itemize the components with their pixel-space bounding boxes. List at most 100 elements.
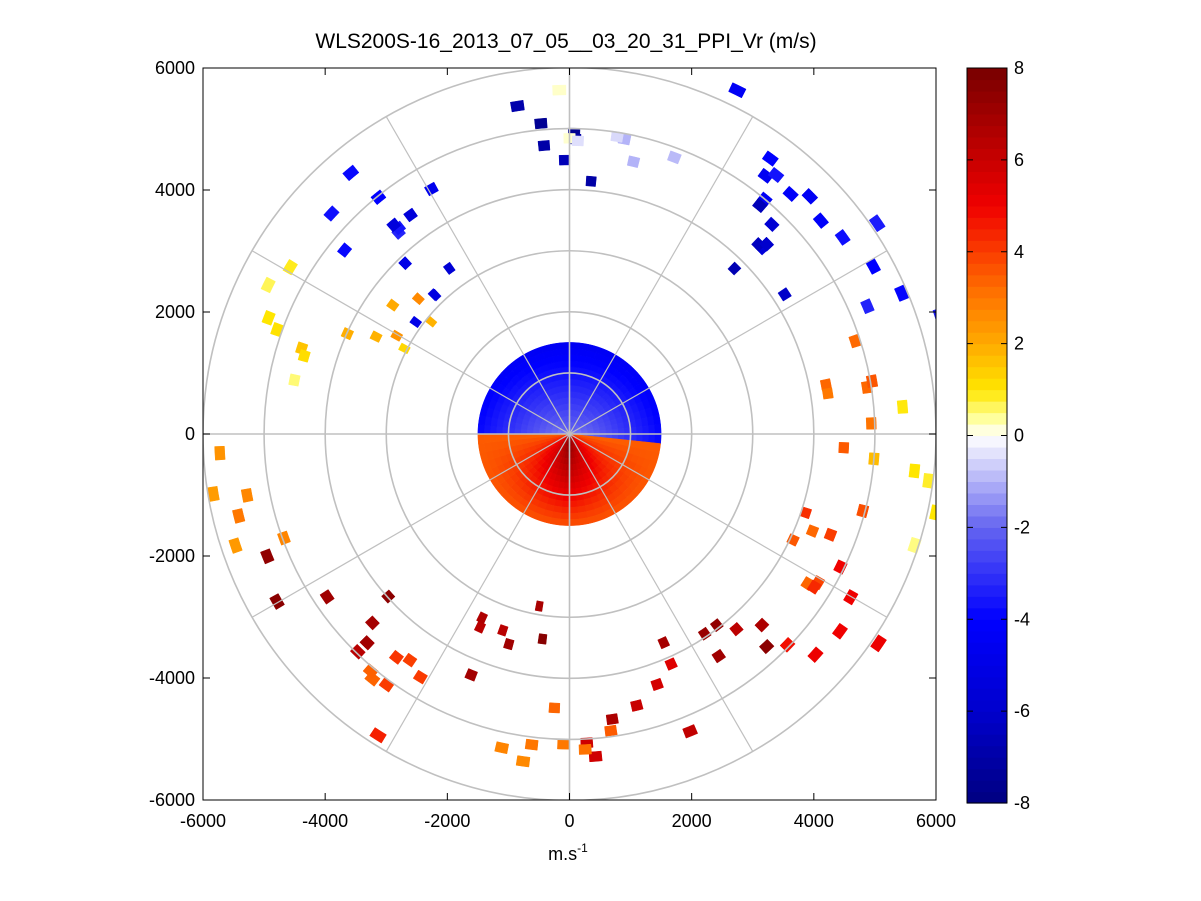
colorbar-band: [967, 561, 1007, 574]
far-field-gate: [515, 755, 531, 768]
far-field-gate: [557, 738, 570, 750]
near-field-gate: [478, 442, 487, 454]
far-field-gate: [548, 702, 561, 714]
colorbar-band: [967, 688, 1007, 701]
far-field-gate: [865, 417, 877, 430]
far-field-gate: [728, 82, 747, 99]
near-field-gate: [550, 517, 561, 526]
colorbar-band: [967, 389, 1007, 402]
far-field-gate: [865, 374, 879, 389]
colorbar-band: [967, 343, 1007, 356]
near-field-gate: [477, 424, 485, 435]
near-field-gate: [569, 360, 578, 368]
near-field-gate: [495, 426, 503, 435]
far-field-gate: [534, 600, 544, 612]
colorbar-tick-label: -6: [1014, 701, 1030, 721]
near-field-gate: [483, 433, 491, 444]
far-field-gate: [558, 154, 571, 166]
far-field-gate: [386, 298, 400, 312]
near-field-gate: [569, 506, 579, 514]
colorbar-band: [967, 469, 1007, 483]
near-field-gate: [559, 342, 570, 350]
far-field-gate: [697, 626, 712, 641]
colorbar-band: [967, 538, 1007, 551]
colorbar-band: [967, 297, 1007, 310]
near-field-gate: [636, 433, 644, 442]
colorbar-band: [967, 194, 1007, 207]
far-field-gate: [605, 713, 619, 726]
near-field-gate: [636, 426, 644, 435]
far-field-gate: [524, 738, 539, 751]
far-field-gate: [402, 652, 418, 668]
colorbar-band: [967, 722, 1007, 735]
near-field-gate: [642, 425, 650, 435]
colorbar-band: [967, 515, 1007, 528]
colorbar-band: [967, 676, 1007, 689]
colorbar-band: [967, 320, 1007, 333]
colorbar-band: [967, 125, 1007, 138]
azimuth-spoke: [569, 433, 888, 618]
far-field-gate: [604, 724, 618, 737]
far-field-gate: [751, 197, 768, 214]
far-field-gate: [664, 657, 678, 671]
colorbar-band: [967, 378, 1007, 391]
near-field-gate: [557, 379, 565, 387]
far-field-gate: [497, 624, 509, 637]
y-tick-label: 4000: [155, 180, 195, 200]
far-field-gate: [751, 236, 767, 252]
near-field-gate: [574, 481, 582, 489]
x-axis: -6000 -4000 -2000 0 2000 4000 6000: [180, 68, 956, 831]
near-field-gate: [561, 500, 570, 508]
colorbar-band: [967, 527, 1007, 540]
colorbar-band: [967, 481, 1007, 494]
far-field-gate: [821, 387, 834, 400]
far-field-gate: [812, 212, 830, 229]
far-field-gate: [759, 236, 775, 252]
far-field-gate: [359, 635, 375, 651]
colorbar-band: [967, 182, 1007, 195]
far-field-gate: [585, 175, 597, 187]
far-field-gate: [424, 181, 439, 197]
far-field-gate: [786, 533, 800, 547]
far-field-gate: [757, 167, 774, 184]
far-field-gate: [711, 648, 727, 664]
near-field-gate: [489, 433, 497, 443]
far-field-gate: [214, 445, 226, 461]
near-field-gate: [569, 500, 578, 508]
far-field-gate: [806, 579, 822, 595]
colorbar-band: [967, 412, 1007, 425]
near-field-gate: [611, 423, 619, 430]
near-field-gate: [514, 438, 522, 446]
azimuth-spoke: [385, 433, 571, 752]
near-field-gate: [561, 360, 570, 368]
far-field-gate: [323, 205, 340, 222]
colorbar-band: [967, 228, 1007, 241]
colorbar-band: [967, 435, 1007, 448]
far-field-gate: [682, 724, 699, 739]
far-field-gate: [297, 349, 311, 363]
colorbar-band: [967, 263, 1007, 276]
far-field-gate: [503, 637, 515, 651]
colorbar-band: [967, 148, 1007, 161]
near-field-gate: [569, 354, 579, 362]
far-field-gate: [260, 276, 276, 294]
near-field-gate: [573, 475, 580, 483]
far-field-gate: [860, 298, 875, 315]
near-field-gate: [560, 354, 570, 362]
near-field-gate: [569, 378, 576, 386]
far-field-gate: [369, 727, 387, 744]
colorbar-band: [967, 240, 1007, 253]
colorbar-band: [967, 159, 1007, 172]
colorbar-band: [967, 205, 1007, 218]
x-tick-label: -4000: [302, 811, 348, 831]
far-field-gate: [764, 216, 780, 233]
near-field-gate: [563, 482, 570, 490]
far-field-gate: [834, 228, 851, 246]
colorbar-band: [967, 274, 1007, 287]
near-field-gate: [654, 424, 662, 435]
near-field-gate: [578, 517, 589, 526]
far-field-gate: [409, 315, 423, 329]
x-tick-label: 2000: [672, 811, 712, 831]
colorbar-tick-label: -8: [1014, 793, 1030, 813]
near-field-gate: [563, 378, 570, 386]
